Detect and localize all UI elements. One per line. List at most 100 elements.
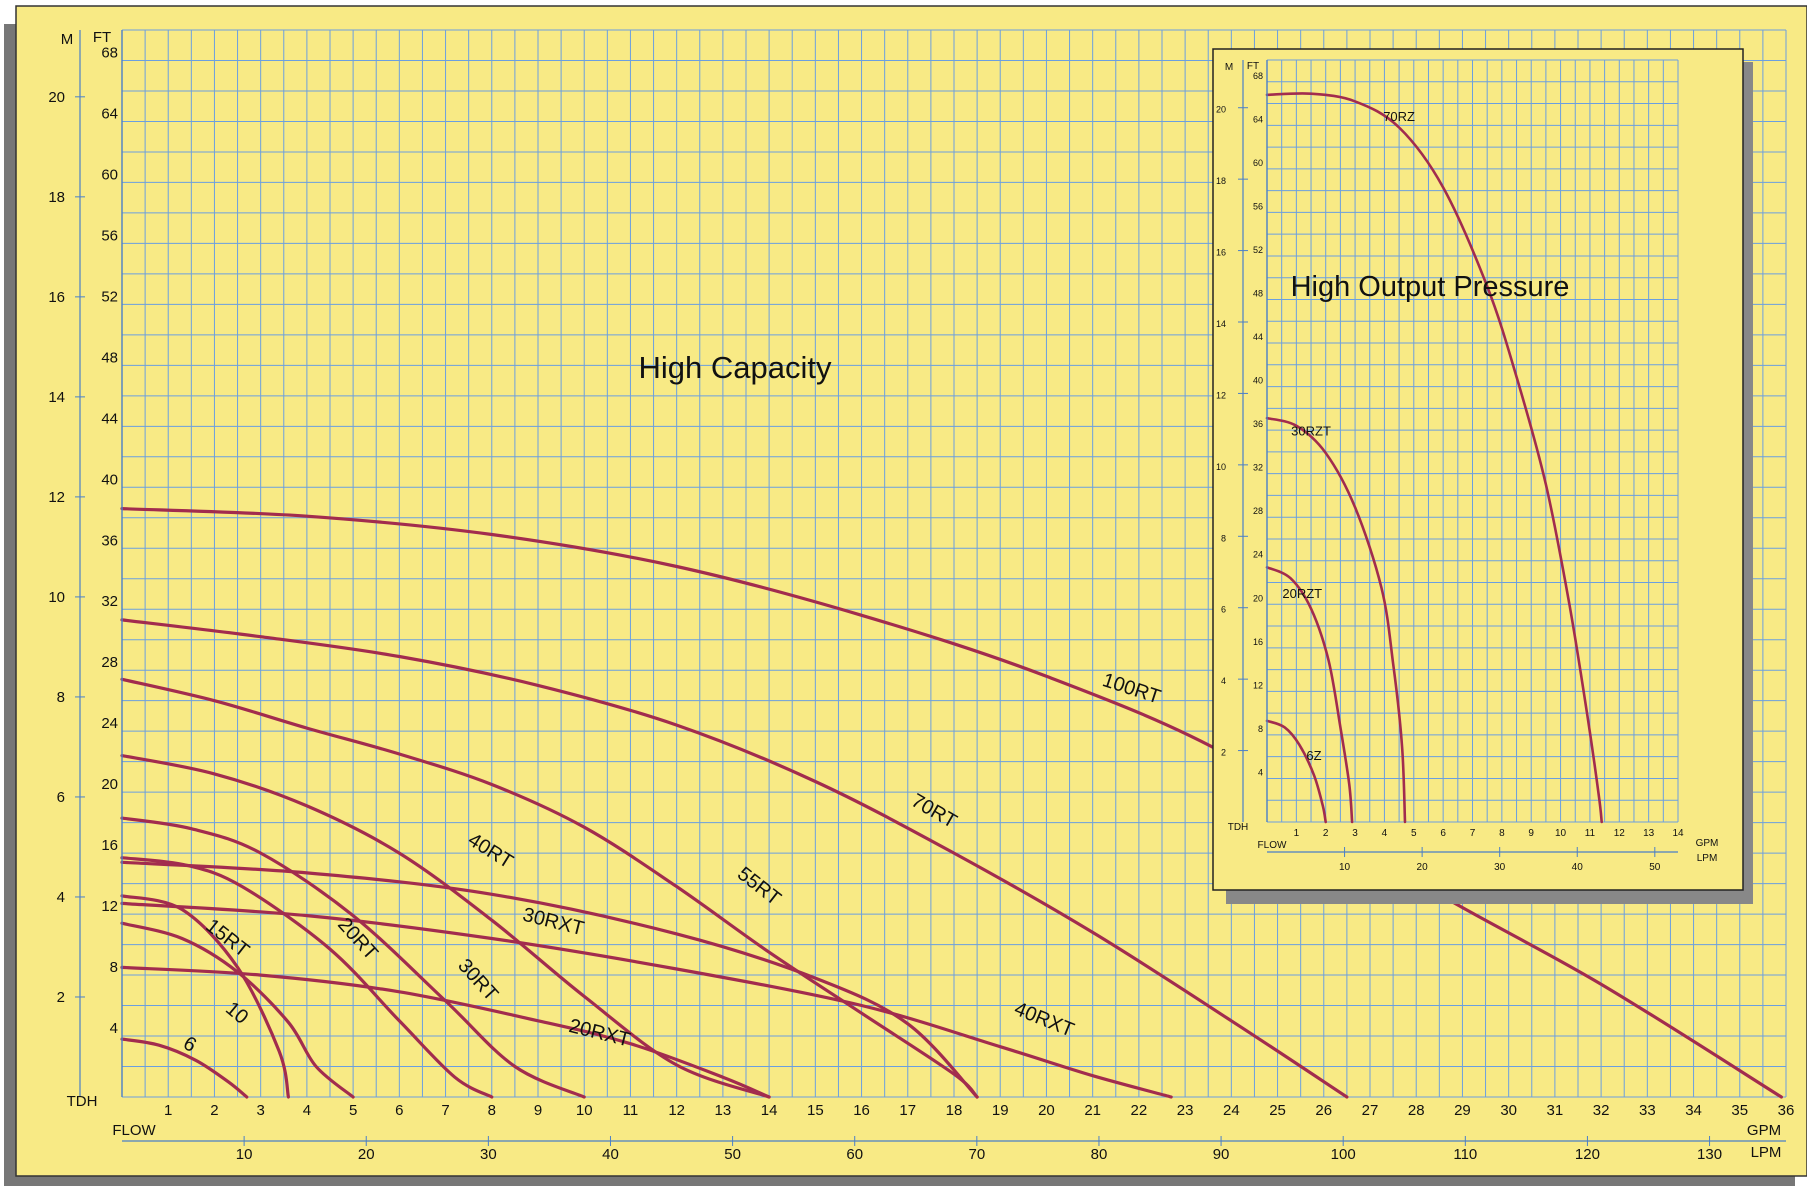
inset-lpm-tick-label: 10 xyxy=(1339,862,1351,873)
inset-m-tick-label: 8 xyxy=(1221,533,1226,543)
main-lpm-tick-label: 10 xyxy=(236,1146,253,1163)
inset-curve-30rzt xyxy=(1265,416,1407,824)
inset-ft-tick-label: 4 xyxy=(1258,767,1263,777)
main-gpm-tick-label: 32 xyxy=(1593,1102,1610,1119)
main-ft-tick-label: 16 xyxy=(101,837,118,854)
inset-ft-tick-label: 16 xyxy=(1253,637,1263,647)
inset-lpm-tick-label: 50 xyxy=(1649,862,1661,873)
main-gpm-tick-label: 25 xyxy=(1269,1102,1286,1119)
main-ft-tick-label: 24 xyxy=(101,715,118,732)
inset-gpm-label: GPM xyxy=(1696,838,1719,849)
main-ft-tick-label: 8 xyxy=(110,959,118,976)
main-lpm-tick-label: 70 xyxy=(968,1146,985,1163)
inset-gpm-tick-label: 1 xyxy=(1294,828,1300,839)
main-ft-tick-label: 20 xyxy=(101,776,118,793)
inset-m-tick-label: 14 xyxy=(1216,319,1226,329)
main-ft-tick-label: 28 xyxy=(101,654,118,671)
inset-curve-70rz xyxy=(1265,92,1603,824)
main-lpm-tick-label: 30 xyxy=(480,1146,497,1163)
main-lpm-tick-label: 80 xyxy=(1091,1146,1108,1163)
main-m-tick-label: 18 xyxy=(48,189,65,206)
inset-ft-tick-label: 52 xyxy=(1253,245,1263,255)
inset-lpm-label: LPM xyxy=(1697,853,1718,864)
main-gpm-tick-label: 9 xyxy=(534,1102,542,1119)
inset-title: High Output Pressure xyxy=(1291,271,1570,303)
inset-gpm-tick-label: 11 xyxy=(1585,828,1596,839)
inset-m-tick-label: 16 xyxy=(1216,248,1226,258)
inset-series-label-30rzt: 30RZT xyxy=(1291,424,1331,439)
inset-ft-tick-label: 44 xyxy=(1253,332,1263,342)
main-ft-tick-label: 48 xyxy=(101,349,118,366)
inset-ft-tick-label: 12 xyxy=(1253,680,1263,690)
main-gpm-tick-label: 36 xyxy=(1778,1102,1795,1119)
main-lpm-tick-label: 100 xyxy=(1331,1146,1356,1163)
main-curves xyxy=(120,507,1783,1099)
main-m-tick-label: 20 xyxy=(48,89,65,106)
inset-series-label-20rzt: 20RZT xyxy=(1282,586,1322,601)
main-ft-tick-label: 40 xyxy=(101,471,118,488)
main-gpm-tick-label: 35 xyxy=(1731,1102,1748,1119)
inset-m-tick-label: 12 xyxy=(1216,390,1226,400)
main-m-tick-label: 2 xyxy=(57,989,65,1006)
main-gpm-tick-label: 21 xyxy=(1084,1102,1101,1119)
inset-ft-tick-label: 24 xyxy=(1253,550,1263,560)
inset-grid xyxy=(1266,59,1679,823)
inset-curve-20rzt xyxy=(1265,566,1354,824)
inset-gpm-tick-label: 8 xyxy=(1499,828,1505,839)
inset-gpm-tick-label: 6 xyxy=(1440,828,1446,839)
inset-ft-tick-label: 48 xyxy=(1253,288,1263,298)
main-curve-55rt xyxy=(120,677,979,1099)
main-gpm-tick-label: 11 xyxy=(623,1102,639,1119)
main-curve-30rt xyxy=(120,816,586,1099)
main-ft-tick-label: 68 xyxy=(101,44,118,61)
main-gpm-tick-label: 8 xyxy=(488,1102,496,1119)
inset-m-tick-label: 6 xyxy=(1221,605,1226,615)
inset-tdh-label: TDH xyxy=(1228,822,1249,833)
main-gpm-tick-label: 27 xyxy=(1362,1102,1379,1119)
inset-gpm-tick-label: 2 xyxy=(1323,828,1329,839)
inset-flow-label: FLOW xyxy=(1258,840,1287,851)
main-gpm-tick-label: 10 xyxy=(576,1102,593,1119)
main-gpm-tick-label: 14 xyxy=(761,1102,778,1119)
main-gpm-label: GPM xyxy=(1747,1122,1781,1139)
main-gpm-tick-label: 3 xyxy=(256,1102,264,1119)
inset-gpm-tick-label: 7 xyxy=(1470,828,1476,839)
main-lpm-tick-label: 130 xyxy=(1697,1146,1722,1163)
main-ticks: 4812162024283236404448525660646824681012… xyxy=(48,30,1794,1163)
inset-ticks: 4812162024283236404448525660646824681012… xyxy=(1216,60,1684,873)
main-gpm-tick-label: 1 xyxy=(164,1102,172,1119)
main-lpm-tick-label: 50 xyxy=(724,1146,741,1163)
main-gpm-tick-label: 17 xyxy=(899,1102,916,1119)
main-ft-axis-label: FT xyxy=(93,29,111,46)
inset-ft-tick-label: 20 xyxy=(1253,593,1263,603)
main-gpm-tick-label: 2 xyxy=(210,1102,218,1119)
main-gpm-tick-label: 5 xyxy=(349,1102,357,1119)
inset-gpm-tick-label: 12 xyxy=(1614,828,1626,839)
main-gpm-tick-label: 31 xyxy=(1547,1102,1564,1119)
main-m-tick-label: 6 xyxy=(57,789,65,806)
main-m-tick-label: 4 xyxy=(57,889,65,906)
inset-series-label-6z: 6Z xyxy=(1306,748,1321,763)
main-tdh-label: TDH xyxy=(67,1093,98,1110)
main-flow-label: FLOW xyxy=(112,1122,156,1139)
inset-gpm-tick-label: 4 xyxy=(1382,828,1388,839)
inset-ft-tick-label: 8 xyxy=(1258,724,1263,734)
inset-ft-tick-label: 60 xyxy=(1253,158,1263,168)
main-ft-tick-label: 60 xyxy=(101,166,118,183)
main-m-tick-label: 8 xyxy=(57,689,65,706)
inset-ft-tick-label: 36 xyxy=(1253,419,1263,429)
inset-series-labels: 70RZ 30RZT 20RZT 6Z xyxy=(1282,109,1415,763)
inset-ft-tick-label: 28 xyxy=(1253,506,1263,516)
main-gpm-tick-label: 4 xyxy=(303,1102,311,1119)
main-curve-6 xyxy=(120,1037,249,1099)
inset-ft-tick-label: 40 xyxy=(1253,376,1263,386)
main-m-tick-label: 12 xyxy=(48,489,65,506)
main-lpm-tick-label: 110 xyxy=(1453,1146,1477,1163)
inset-ft-tick-label: 68 xyxy=(1253,71,1263,81)
main-gpm-tick-label: 16 xyxy=(853,1102,870,1119)
inset-m-tick-label: 10 xyxy=(1216,462,1226,472)
main-gpm-tick-label: 12 xyxy=(668,1102,685,1119)
inset-m-axis-label: M xyxy=(1225,62,1233,73)
